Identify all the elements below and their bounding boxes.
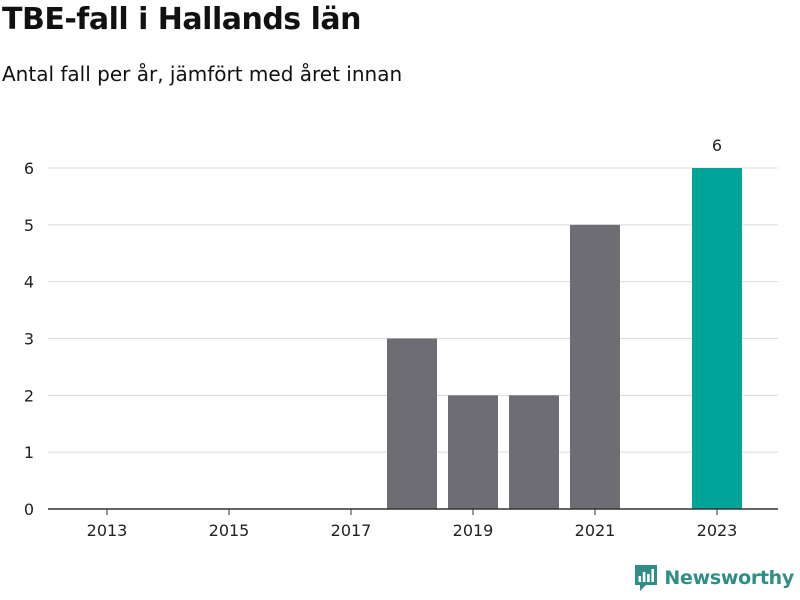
data-label: 6 bbox=[712, 136, 722, 155]
bar bbox=[448, 395, 498, 509]
y-tick-label: 1 bbox=[24, 443, 34, 462]
y-tick-label: 3 bbox=[24, 330, 34, 349]
x-tick-label: 2019 bbox=[453, 521, 494, 540]
x-tick-label: 2023 bbox=[697, 521, 738, 540]
brand-logo: Newsworthy bbox=[634, 564, 794, 592]
bar bbox=[570, 224, 620, 510]
chart-title: TBE-fall i Hallands län bbox=[2, 2, 362, 37]
x-tick-label: 2017 bbox=[331, 521, 372, 540]
x-tick-label: 2021 bbox=[575, 521, 616, 540]
bar bbox=[692, 168, 742, 509]
x-tick-label: 2015 bbox=[209, 521, 250, 540]
brand-name: Newsworthy bbox=[664, 567, 794, 589]
bar bbox=[509, 395, 559, 509]
chart-subtitle: Antal fall per år, jämfört med året inna… bbox=[2, 62, 403, 86]
x-tick-label: 2013 bbox=[87, 521, 128, 540]
y-tick-label: 4 bbox=[24, 273, 34, 292]
y-tick-label: 6 bbox=[24, 159, 34, 178]
bar bbox=[387, 338, 437, 509]
y-tick-label: 5 bbox=[24, 216, 34, 235]
y-tick-label: 0 bbox=[24, 500, 34, 519]
y-tick-label: 2 bbox=[24, 386, 34, 405]
newsworthy-logo-icon bbox=[635, 565, 658, 591]
